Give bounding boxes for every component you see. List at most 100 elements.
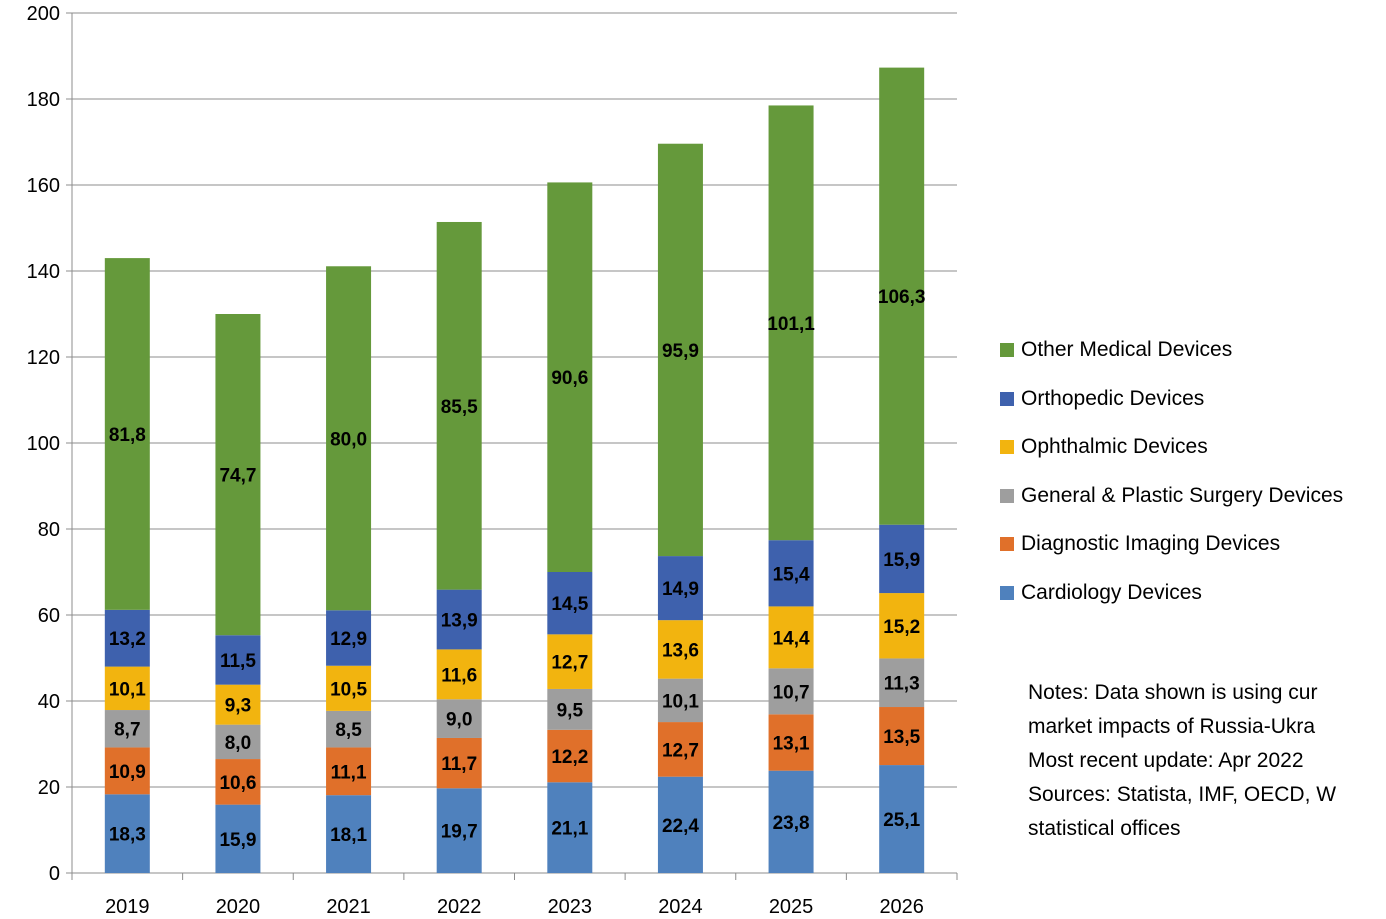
- y-tick-label: 140: [27, 261, 60, 283]
- data-label: 9,0: [446, 710, 472, 731]
- bar-segment: [547, 782, 593, 873]
- data-label: 8,0: [225, 733, 251, 754]
- bar-segment: [879, 658, 925, 708]
- bar-segment: [547, 688, 593, 730]
- notes-line: Most recent update: Apr 2022: [1028, 749, 1304, 772]
- legend-swatch: [1000, 488, 1014, 503]
- y-tick-label: 20: [38, 777, 60, 799]
- bar-segment: [326, 795, 372, 873]
- bar-segment: [657, 620, 703, 679]
- data-label: 14,9: [662, 579, 699, 600]
- bars: [104, 67, 925, 873]
- legend-swatch: [1000, 585, 1014, 600]
- bar-segment: [657, 776, 703, 873]
- bar-segment: [768, 606, 814, 669]
- data-labels: 18,3 10,9 8,7 10,1 13,2 81,8 15,9 10,6 8,0 9,3 11,…: [109, 287, 926, 851]
- bar-segment: [547, 182, 593, 573]
- notes-line: Sources: Statista, IMF, OECD, W: [1028, 783, 1337, 806]
- data-label: 15,9: [883, 550, 920, 571]
- data-label: 15,9: [219, 830, 256, 851]
- data-label: 13,6: [662, 640, 699, 661]
- bar-segment: [657, 143, 703, 557]
- bar-segment: [768, 540, 814, 607]
- bar-segment: [879, 765, 925, 873]
- legend-item-ophthalmic-devices: Ophthalmic Devices: [1000, 423, 1386, 472]
- y-tick-label: 160: [27, 175, 60, 197]
- data-label: 8,5: [335, 720, 362, 741]
- legend-swatch: [1000, 391, 1014, 406]
- bar-segment: [215, 314, 261, 636]
- bar-segment: [879, 67, 925, 525]
- x-tick-label: 2019: [105, 896, 150, 918]
- y-tick-label: 80: [38, 519, 60, 541]
- data-label: 101,1: [767, 314, 815, 335]
- data-label: 90,6: [551, 368, 588, 389]
- bar-segment: [104, 609, 150, 667]
- legend-label: Orthopedic Devices: [1021, 386, 1205, 410]
- data-label: 10,5: [330, 679, 367, 700]
- data-label: 14,4: [773, 628, 810, 649]
- bar-segment: [215, 635, 261, 685]
- bar-segment: [547, 729, 593, 783]
- data-label: 9,5: [557, 700, 584, 721]
- x-tick-label: 2026: [879, 896, 924, 918]
- data-label: 10,7: [773, 682, 810, 703]
- data-label: 10,1: [662, 691, 699, 712]
- data-label: 85,5: [441, 397, 478, 418]
- gridlines: [72, 12, 957, 788]
- bar-segment: [768, 714, 814, 771]
- y-tick-label: 60: [38, 605, 60, 627]
- bar-segment: [326, 266, 372, 611]
- legend-swatch: [1000, 440, 1014, 455]
- bar-segment: [436, 221, 482, 590]
- legend-label: Diagnostic Imaging Devices: [1021, 532, 1281, 556]
- legend: Other Medical Devices Orthopedic Devices…: [1000, 326, 1386, 617]
- bar-segment: [436, 699, 482, 738]
- bar-segment: [436, 788, 482, 873]
- data-label: 21,1: [551, 819, 588, 840]
- data-label: 15,4: [773, 564, 810, 585]
- data-label: 11,1: [331, 762, 367, 783]
- data-label: 9,3: [225, 696, 251, 717]
- bar-segment: [436, 589, 482, 650]
- data-label: 12,7: [551, 653, 588, 674]
- bar-segment: [768, 668, 814, 715]
- bar-segment: [104, 794, 150, 873]
- notes-line: statistical offices: [1028, 817, 1181, 840]
- bar-segment: [215, 804, 261, 873]
- bar-segment: [104, 258, 150, 610]
- data-label: 11,5: [220, 651, 256, 672]
- data-label: 23,8: [773, 813, 810, 834]
- data-label: 11,7: [441, 754, 477, 775]
- bar-segment: [326, 665, 372, 711]
- bar-segment: [215, 684, 261, 725]
- bar-segment: [215, 724, 261, 760]
- x-axis: 2019 2020 2021 2022 2023 2024 2025 2026: [71, 872, 958, 918]
- bar-segment: [104, 666, 150, 711]
- y-tick-label: 120: [27, 347, 60, 369]
- data-label: 12,9: [330, 629, 367, 650]
- data-label: 18,3: [109, 825, 146, 846]
- bar-segment: [436, 649, 482, 700]
- bar-segment: [326, 610, 372, 666]
- bar-segment: [215, 759, 261, 805]
- x-tick-label: 2020: [216, 896, 261, 918]
- data-label: 13,9: [441, 611, 478, 632]
- legend-label: Cardiology Devices: [1021, 580, 1202, 604]
- legend-item-cardiology-devices: Cardiology Devices: [1000, 569, 1386, 618]
- bar-segment: [104, 747, 150, 795]
- x-tick-label: 2021: [326, 896, 371, 918]
- data-label: 10,6: [219, 773, 256, 794]
- bar-segment: [879, 707, 925, 766]
- data-label: 18,1: [330, 825, 367, 846]
- legend-item-orthopedic-devices: Orthopedic Devices: [1000, 375, 1386, 424]
- legend-label: Ophthalmic Devices: [1021, 435, 1208, 459]
- y-axis: 0 20 40 60 80 100 120 140 160 180 200: [27, 3, 73, 885]
- bar-segment: [768, 770, 814, 873]
- y-tick-label: 200: [27, 3, 60, 25]
- legend-swatch: [1000, 343, 1014, 358]
- bar-segment: [879, 593, 925, 659]
- y-tick-label: 0: [49, 863, 60, 885]
- data-label: 11,6: [441, 665, 477, 686]
